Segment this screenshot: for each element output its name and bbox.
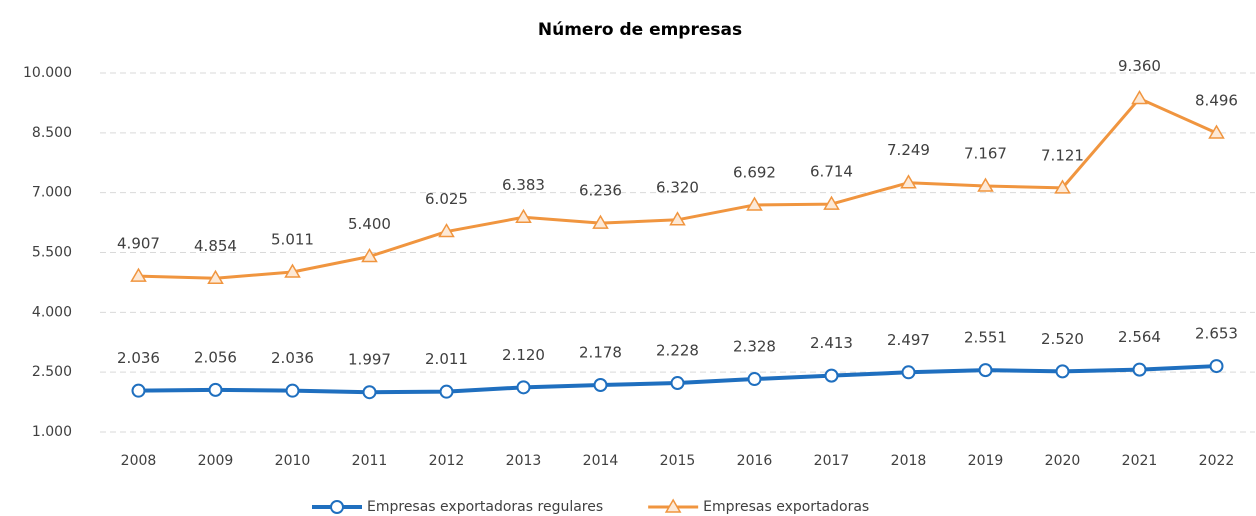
data-label: 6.692 — [733, 163, 776, 181]
data-point — [130, 267, 147, 282]
data-point — [131, 383, 146, 398]
x-tick-label: 2011 — [352, 453, 388, 469]
x-tick-label: 2020 — [1045, 453, 1081, 469]
data-point — [747, 372, 762, 387]
data-label: 5.400 — [348, 215, 391, 233]
data-label: 4.907 — [117, 235, 160, 253]
x-tick-label: 2019 — [968, 453, 1004, 469]
y-tick-label: 7.000 — [32, 185, 72, 201]
data-label: 2.497 — [887, 331, 930, 349]
chart-title: Número de empresas — [538, 20, 742, 40]
data-point — [515, 208, 532, 224]
data-point — [824, 368, 839, 383]
data-label: 2.056 — [194, 348, 237, 366]
data-label: 7.249 — [887, 141, 930, 159]
data-point — [438, 223, 455, 238]
data-point — [593, 378, 608, 393]
data-point — [1208, 124, 1225, 139]
y-tick-label: 2.500 — [32, 364, 72, 380]
data-label: 2.036 — [117, 349, 160, 367]
x-tick-label: 2014 — [583, 453, 619, 469]
data-label: 7.167 — [964, 145, 1007, 163]
data-point — [1131, 90, 1148, 105]
x-tick-label: 2009 — [198, 453, 234, 469]
data-label: 6.236 — [579, 182, 622, 200]
data-label: 2.120 — [502, 346, 545, 364]
data-label: 6.320 — [656, 178, 699, 196]
x-tick-label: 2013 — [506, 453, 542, 469]
data-point — [439, 384, 454, 399]
data-label: 2.520 — [1041, 330, 1084, 348]
legend-label: Empresas exportadoras — [703, 499, 869, 515]
data-label: 8.496 — [1195, 91, 1238, 109]
data-point — [208, 382, 223, 397]
y-tick-label: 5.500 — [32, 245, 72, 261]
data-point — [977, 177, 994, 192]
data-point — [901, 365, 916, 380]
data-label: 2.551 — [964, 329, 1007, 347]
x-tick-label: 2015 — [660, 453, 696, 469]
data-label: 7.121 — [1041, 146, 1084, 164]
data-label: 2.178 — [579, 344, 622, 362]
x-tick-label: 2012 — [429, 453, 465, 469]
data-point — [285, 383, 300, 398]
data-label: 6.025 — [425, 190, 468, 208]
data-point — [978, 363, 993, 378]
data-label: 2.564 — [1118, 328, 1161, 346]
x-tick-label: 2008 — [121, 453, 157, 469]
x-tick-label: 2018 — [891, 453, 927, 469]
data-point — [746, 196, 763, 211]
data-label: 4.854 — [194, 237, 237, 255]
data-point — [207, 269, 224, 285]
data-label: 2.653 — [1195, 325, 1238, 343]
data-label: 2.413 — [810, 334, 853, 352]
legend-marker — [664, 498, 682, 513]
data-label: 2.228 — [656, 342, 699, 360]
legend-label: Empresas exportadoras regulares — [367, 499, 603, 515]
data-point — [669, 211, 686, 226]
data-label: 2.328 — [733, 338, 776, 356]
legend-marker — [330, 500, 344, 514]
data-label: 6.714 — [810, 163, 853, 181]
data-point — [823, 195, 840, 210]
y-tick-label: 8.500 — [32, 125, 72, 141]
data-point — [900, 174, 917, 189]
y-tick-label: 1.000 — [32, 424, 72, 440]
x-tick-label: 2017 — [814, 453, 850, 469]
data-point — [1209, 359, 1224, 374]
data-label: 2.011 — [425, 350, 468, 368]
data-point — [1054, 179, 1071, 194]
data-point — [670, 376, 685, 391]
y-tick-label: 4.000 — [32, 304, 72, 320]
x-tick-label: 2016 — [737, 453, 773, 469]
data-point — [516, 380, 531, 395]
x-tick-label: 2021 — [1122, 453, 1158, 469]
x-tick-label: 2010 — [275, 453, 311, 469]
data-point — [1055, 364, 1070, 379]
data-label: 6.383 — [502, 176, 545, 194]
y-tick-label: 10.000 — [23, 65, 72, 81]
data-point — [592, 214, 609, 229]
data-label: 2.036 — [271, 349, 314, 367]
data-point — [362, 385, 377, 400]
data-point — [361, 248, 378, 263]
data-label: 9.360 — [1118, 57, 1161, 75]
data-label: 5.011 — [271, 231, 314, 249]
data-label: 1.997 — [348, 351, 391, 369]
data-point — [284, 263, 301, 278]
x-tick-label: 2022 — [1199, 453, 1235, 469]
data-point — [1132, 362, 1147, 377]
